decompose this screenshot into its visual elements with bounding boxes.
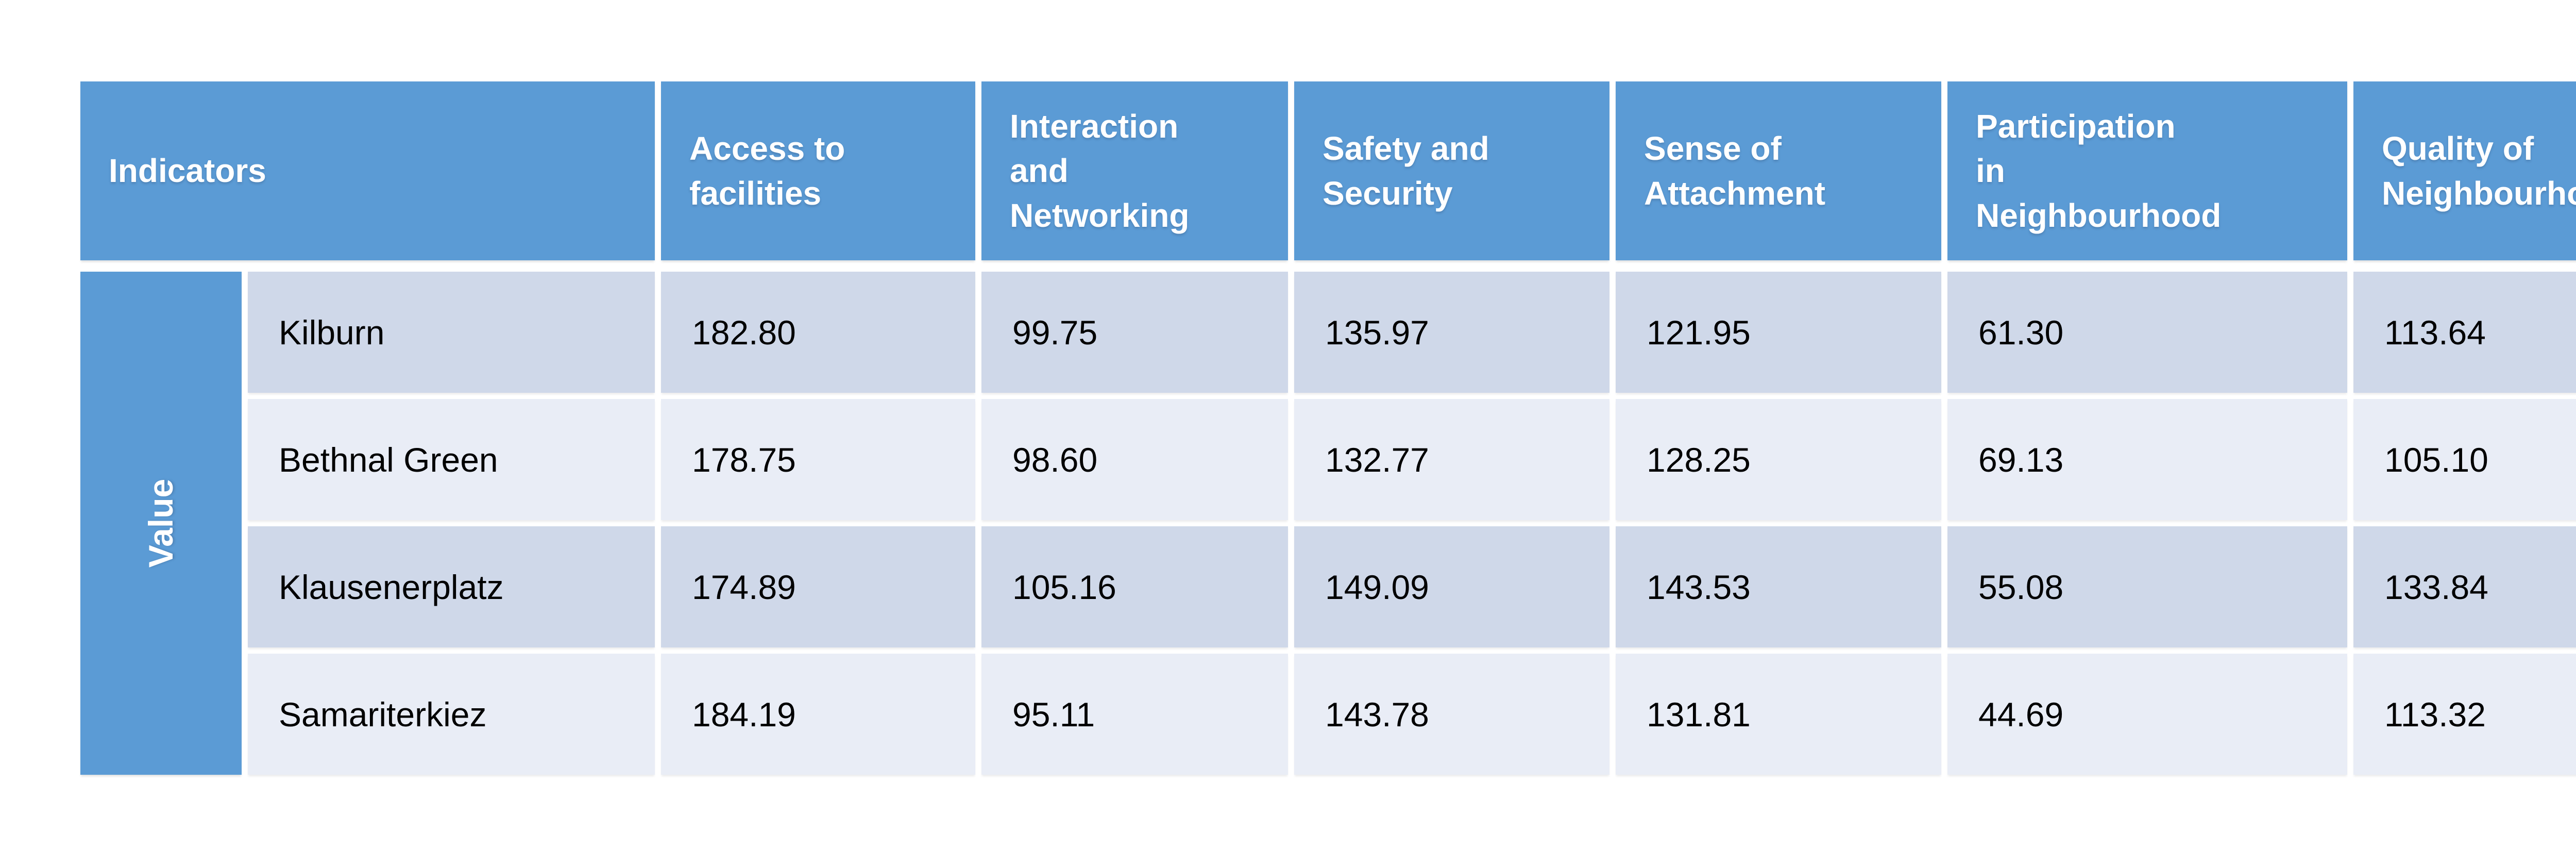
column-header-label: Access to facilities bbox=[689, 130, 845, 212]
value-cell: 135.97 bbox=[1294, 272, 1609, 393]
value-cell: 121.95 bbox=[1616, 272, 1941, 393]
value-cell: 69.13 bbox=[1947, 399, 2347, 520]
value-cell: 174.89 bbox=[661, 526, 975, 647]
table-header-row: Indicators Access to facilities Interact… bbox=[80, 81, 2576, 260]
value-cell: 98.60 bbox=[981, 399, 1288, 520]
value-cell: 105.16 bbox=[981, 526, 1288, 647]
value-cell: 128.25 bbox=[1616, 399, 1941, 520]
column-header-safety-and-security: Safety and Security bbox=[1294, 81, 1609, 260]
column-header-access-to-facilities: Access to facilities bbox=[661, 81, 975, 260]
value-cell: 113.32 bbox=[2353, 654, 2576, 775]
row-axis-label-value: Value bbox=[80, 272, 242, 775]
column-header-label: Participation in Neighbourhood bbox=[1976, 107, 2222, 234]
table-body: Value Kilburn 182.80 99.75 135.97 121.95… bbox=[80, 272, 2576, 775]
column-header-quality-of-neighbourhood: Quality of Neighbourhood bbox=[2353, 81, 2576, 260]
column-header-participation-in-neighbourhood: Participation in Neighbourhood bbox=[1947, 81, 2347, 260]
value-cell: 113.64 bbox=[2353, 272, 2576, 393]
corner-header-label: Indicators bbox=[109, 152, 266, 190]
value-cell: 99.75 bbox=[981, 272, 1288, 393]
value-cell: 55.08 bbox=[1947, 526, 2347, 647]
column-header-label: Sense of Attachment bbox=[1644, 130, 1826, 212]
value-cell: 184.19 bbox=[661, 654, 975, 775]
row-label-samariterkiez: Samariterkiez bbox=[248, 654, 655, 775]
value-cell: 143.53 bbox=[1616, 526, 1941, 647]
column-header-label: Interaction and Networking bbox=[1010, 107, 1190, 234]
value-cell: 61.30 bbox=[1947, 272, 2347, 393]
column-header-label: Safety and Security bbox=[1323, 130, 1489, 212]
value-cell: 105.10 bbox=[2353, 399, 2576, 520]
indicators-table: Indicators Access to facilities Interact… bbox=[80, 81, 2576, 775]
value-cell: 143.78 bbox=[1294, 654, 1609, 775]
corner-header-indicators: Indicators bbox=[80, 81, 655, 260]
value-cell: 95.11 bbox=[981, 654, 1288, 775]
value-cell: 182.80 bbox=[661, 272, 975, 393]
row-axis-label-text: Value bbox=[142, 478, 180, 568]
value-cell: 132.77 bbox=[1294, 399, 1609, 520]
value-cell: 178.75 bbox=[661, 399, 975, 520]
column-header-label: Quality of Neighbourhood bbox=[2382, 130, 2576, 212]
value-cell: 131.81 bbox=[1616, 654, 1941, 775]
value-cell: 149.09 bbox=[1294, 526, 1609, 647]
value-cell: 133.84 bbox=[2353, 526, 2576, 647]
row-label-bethnal-green: Bethnal Green bbox=[248, 399, 655, 520]
row-label-klausenerplatz: Klausenerplatz bbox=[248, 526, 655, 647]
column-header-interaction-and-networking: Interaction and Networking bbox=[981, 81, 1288, 260]
row-label-kilburn: Kilburn bbox=[248, 272, 655, 393]
value-cell: 44.69 bbox=[1947, 654, 2347, 775]
column-header-sense-of-attachment: Sense of Attachment bbox=[1616, 81, 1941, 260]
